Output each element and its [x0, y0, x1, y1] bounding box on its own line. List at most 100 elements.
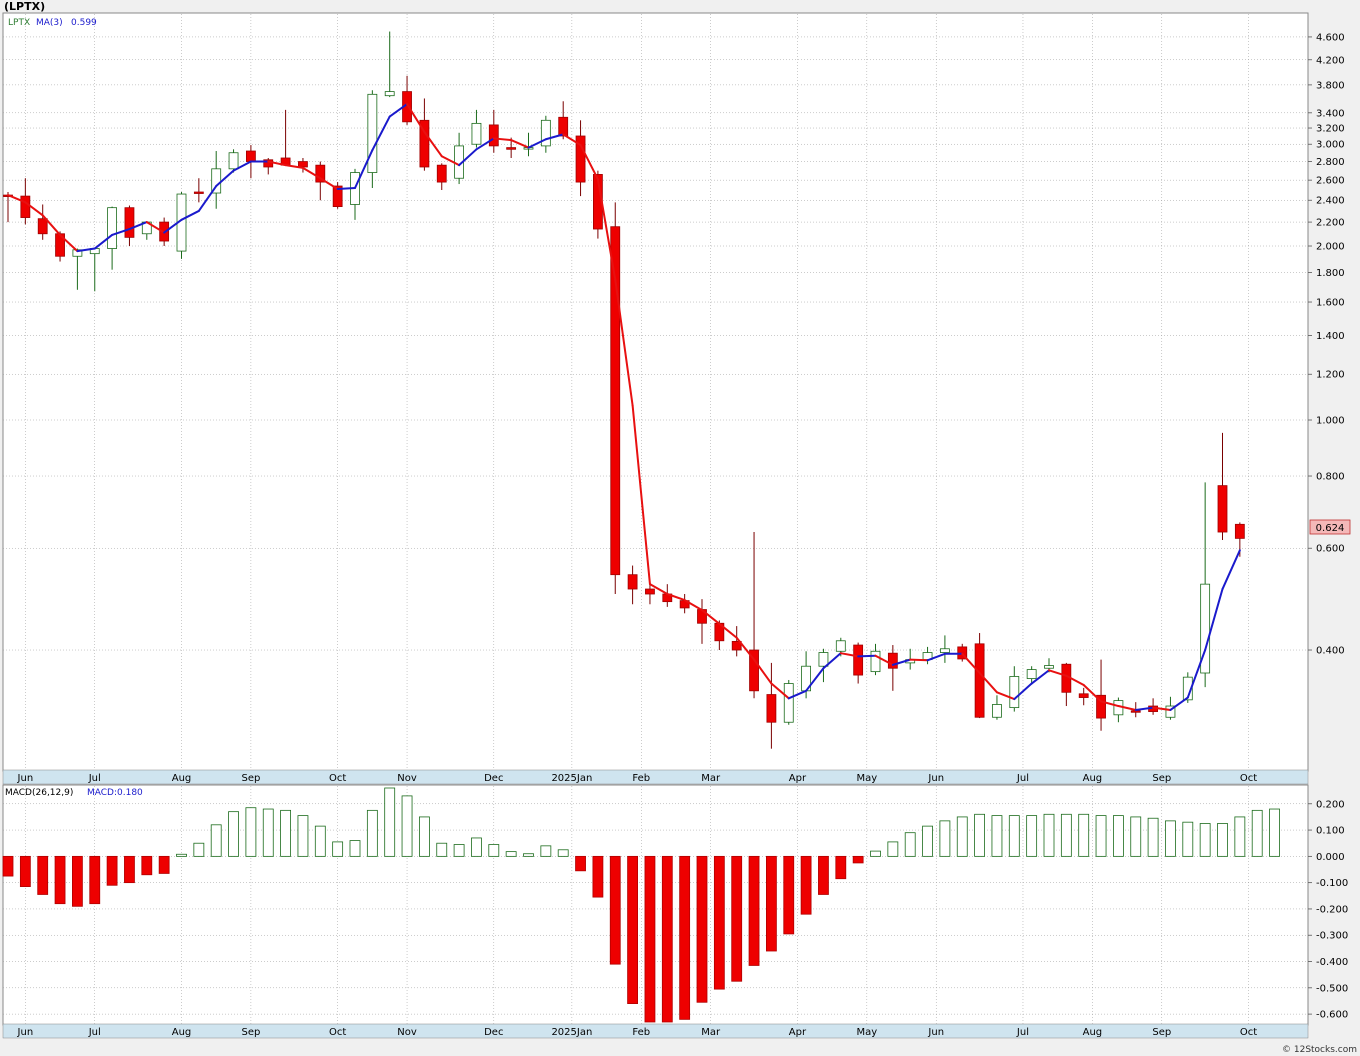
candle-body [228, 152, 239, 170]
ma3-segment [180, 209, 200, 221]
candle-body [870, 650, 881, 673]
macd-bar [54, 855, 66, 905]
macd-bar [939, 820, 951, 857]
ma3-segment [822, 652, 842, 670]
candle-body [818, 652, 829, 667]
macd-bar [818, 855, 829, 895]
macd-bar [366, 809, 378, 857]
candle-body [766, 694, 777, 723]
macd-bar [453, 844, 465, 857]
macd-tick-label: -0.200 [1316, 904, 1348, 915]
price-tick-label: 2.400 [1316, 196, 1345, 207]
month-label: Feb [632, 1027, 650, 1038]
month-label: Oct [329, 773, 346, 784]
ma3-segment [93, 233, 114, 250]
month-label: Sep [1152, 773, 1171, 784]
price-axis: 4.600 4.200 3.800 3.400 3.200 3.000 2.800 2.600… [1308, 32, 1345, 657]
macd-bar [661, 855, 673, 1023]
ma3-segment [111, 228, 131, 236]
macd-bar [1234, 816, 1246, 857]
month-label: 2025Jan [551, 1027, 592, 1038]
legend-symbol: LPTX [8, 18, 30, 28]
ma3-segment [995, 691, 1016, 701]
month-label: Aug [1083, 1027, 1103, 1038]
macd-tick-label: -0.100 [1316, 878, 1348, 889]
month-label: Jul [88, 773, 101, 784]
candle-body [1182, 676, 1193, 701]
macd-tick-label: -0.400 [1316, 957, 1348, 968]
candle-body [853, 644, 864, 676]
price-month-axis-bar [2, 769, 1309, 785]
month-label: Mar [701, 773, 721, 784]
ma3-segment [76, 247, 96, 253]
macd-bar [766, 855, 777, 952]
month-label: Nov [397, 1027, 417, 1038]
ma3-segment [857, 654, 877, 658]
candle-body [124, 207, 135, 238]
candle-body [1044, 665, 1054, 669]
chart-title: (LPTX) [4, 0, 45, 13]
ma3-segment [1065, 674, 1085, 686]
macd-bar [991, 815, 1003, 857]
macd-bar [210, 824, 222, 857]
macd-bar [592, 855, 604, 898]
macd-bar [1026, 815, 1038, 857]
month-label: Jul [1016, 773, 1029, 784]
candle-body [488, 124, 499, 147]
price-tick-label: 2.600 [1316, 176, 1345, 187]
macd-bar [679, 855, 691, 1020]
macd-bar [297, 815, 309, 857]
month-label: Apr [789, 773, 807, 784]
macd-bar [436, 842, 448, 857]
candle-body [1026, 669, 1037, 679]
ma3-segment [1100, 700, 1120, 708]
macd-bar [1043, 813, 1055, 857]
macd-bar [418, 816, 430, 857]
ma3-segment [423, 130, 443, 158]
macd-bar [2, 855, 14, 877]
ma3-segment [128, 221, 148, 231]
macd-bar [158, 855, 170, 874]
ma3-segment [614, 278, 634, 407]
ma3-segment [909, 658, 929, 662]
ma3-segment [701, 609, 721, 625]
ma3-segment [1048, 669, 1068, 677]
macd-axis: 0.200 0.100 0.000 -0.100 -0.200 -0.300 -0.400 -… [1308, 799, 1348, 1021]
ma3-segment [562, 133, 582, 147]
macd-bar [1095, 815, 1107, 857]
macd-bar [575, 855, 586, 872]
candle-body [471, 122, 482, 145]
ma3-segment [544, 133, 565, 141]
candle-body [1096, 694, 1106, 719]
price-tick-label: 1.400 [1316, 331, 1345, 342]
ma3-segment [41, 214, 62, 236]
macd-bar [141, 855, 153, 876]
candle-body [245, 150, 256, 162]
legend-ma-value: 0.599 [71, 18, 97, 28]
month-label: 2025Jan [551, 773, 592, 784]
candle-body [1217, 485, 1228, 533]
ma3-segment [388, 103, 409, 118]
month-label: Jun [927, 773, 944, 784]
candle-body [887, 652, 898, 669]
ma3-segment [354, 149, 374, 189]
macd-bar [89, 855, 101, 905]
month-label: Sep [241, 773, 260, 784]
candle-body [749, 649, 759, 692]
ma3-segments [7, 103, 1241, 711]
ma3-segment [492, 137, 513, 142]
macd-bar [124, 855, 135, 884]
month-label: May [856, 1027, 877, 1038]
candle-body [332, 185, 343, 207]
candle-body [1234, 523, 1245, 539]
price-panel [2, 12, 1309, 772]
month-label: Dec [484, 1027, 503, 1038]
ma3-segment [787, 689, 808, 700]
candle-body [974, 643, 985, 718]
macd-bar [280, 809, 292, 857]
macd-bar [1130, 816, 1142, 857]
candle-body [367, 93, 378, 173]
month-label: Oct [1240, 773, 1257, 784]
ma3-segment [1221, 549, 1241, 591]
price-tick-label: 4.200 [1316, 55, 1345, 66]
